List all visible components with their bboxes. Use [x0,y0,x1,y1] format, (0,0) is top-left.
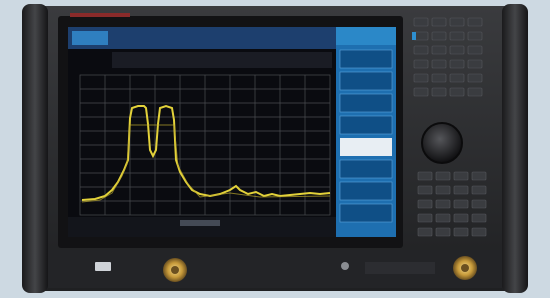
status-icon [72,31,108,45]
usb-port [95,262,111,271]
port-group [365,262,435,274]
settings-bar [112,52,332,68]
softkey-selected [340,138,392,156]
rotary-knob [422,123,462,163]
left-handle [22,4,48,293]
status-bar [68,27,336,49]
page [0,0,550,298]
key-led [412,32,416,40]
softkey-header [336,27,396,45]
connector-center [171,266,179,274]
right-handle [502,4,528,293]
center-label [180,220,220,226]
logo [70,13,130,17]
probe-connector [341,262,349,270]
connector-center-2 [461,264,469,272]
instrument-photo [0,0,550,298]
